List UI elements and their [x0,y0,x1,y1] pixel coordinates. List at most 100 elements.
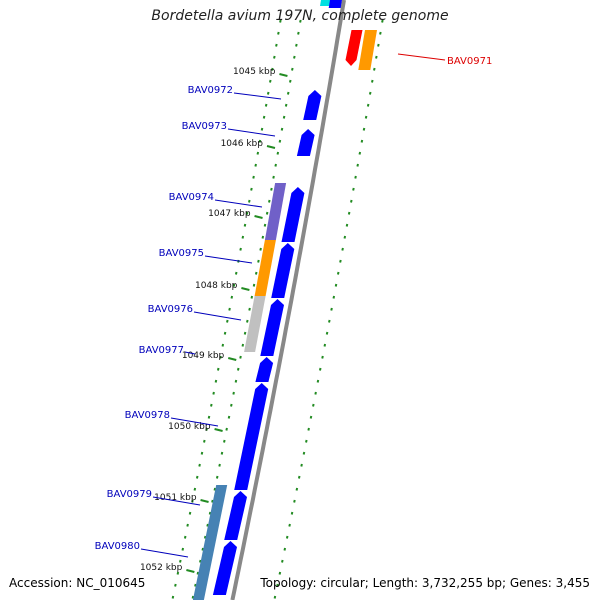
ring-dot [239,247,242,251]
ring-dot [179,559,182,563]
tick-label: 1050 kbp [168,422,211,432]
ring-dot [218,463,221,467]
ring-dot [293,499,296,503]
ring-dot [220,451,224,455]
ring-dot [225,427,228,431]
ring-dot [364,115,368,119]
ring-dot [323,343,327,347]
ring-dot [352,187,355,191]
ring-dot [284,103,288,107]
ring-dot [211,499,214,503]
ring-dot [288,523,291,527]
ring-dot [234,271,238,275]
gene-label-bav0972: BAV0972 [188,85,233,96]
gene-label-bav0979: BAV0979 [107,489,152,500]
ring-dot [210,403,213,407]
leader-line [170,417,219,427]
gene-bav0974 [281,187,305,242]
gene-bav0979 [224,491,247,540]
tick-mark [279,73,288,77]
ring-dot [248,199,251,203]
gene-label-bav0975: BAV0975 [159,248,204,259]
ring-dot [307,427,310,431]
ring-dot [270,187,273,191]
ring-dot [213,487,217,491]
ring-dot [236,367,240,371]
ring-dot [269,79,272,83]
accession-text: Accession: NC_010645 [9,576,146,590]
ring-dot [246,319,249,323]
ring-dot [332,295,336,299]
tick-mark [266,145,276,149]
leader-line [204,255,253,264]
ring-dot [257,259,260,263]
ring-dot [256,151,260,155]
ring-dot [300,463,303,467]
ring-dot [345,223,349,227]
ring-dot [277,31,280,35]
ring-dot [381,19,384,23]
ring-dot [191,499,194,503]
ring-dot [230,403,233,407]
ring-dot [203,439,206,443]
ring-dot [259,247,262,251]
ring-dot [219,355,222,359]
cog-bav0974 [264,183,287,240]
ring-dot [305,439,308,443]
ring-dot [250,187,253,191]
ring-dot [377,43,380,47]
ring-dot [212,391,215,395]
ring-dot [268,199,271,203]
ring-dot [281,559,284,563]
ring-dot [254,271,258,275]
cog-bav0976 [244,296,266,352]
ring-dot [223,439,226,443]
ring-dot [286,91,290,95]
ring-dot [241,235,245,239]
tick-label: 1046 kbp [221,139,264,149]
ring-dot [295,487,299,491]
ring-dot [343,235,347,239]
tick-label: 1045 kbp [233,67,276,77]
ring-dot [196,571,200,575]
ring-dot [215,475,219,479]
ring-dot [228,307,231,311]
ring-dot [181,547,185,551]
ring-dot [295,43,298,47]
ring-dot [266,91,270,95]
ring-dot [262,115,266,119]
ring-dot [200,451,204,455]
ring-dot [273,55,276,59]
gene-labels: BAV0971 BAV0972 BAV0973 BAV0974 BAV0975 BAV09… [95,53,492,558]
leader-line [140,548,189,558]
tick-mark [241,287,250,291]
topology-text: Topology: circular; Length: 3,732,255 bp… [260,576,590,590]
gene-label-bav0971: BAV0971 [447,56,492,67]
ring-dot [234,379,238,383]
tick-label: 1051 kbp [154,493,197,503]
ring-dot [279,19,282,23]
ring-dot [203,535,207,539]
gene-track [212,0,377,595]
ring-dot [283,547,287,551]
ring-dot [341,247,344,251]
ring-dot [325,331,329,335]
ring-dot [379,31,382,35]
ring-dot [252,283,256,287]
tick-marks: 1045 kbp 1046 kbp 1047 kbp 1048 kbp 1049 kbp… [140,67,288,573]
ring-dot [194,583,197,587]
tick-mark [214,428,223,432]
ring-dot [191,595,195,599]
ring-dot [362,127,366,131]
ring-dot [261,235,265,239]
ring-dot [232,391,235,395]
gc-ring-dots [171,19,384,599]
leader-line [397,53,446,61]
ring-dot [248,307,251,311]
ring-dot [263,223,267,227]
ring-dot [276,583,279,587]
ring-dot [328,319,331,323]
ring-dot [239,355,242,359]
ring-dot [366,103,370,107]
ring-dot [285,535,289,539]
